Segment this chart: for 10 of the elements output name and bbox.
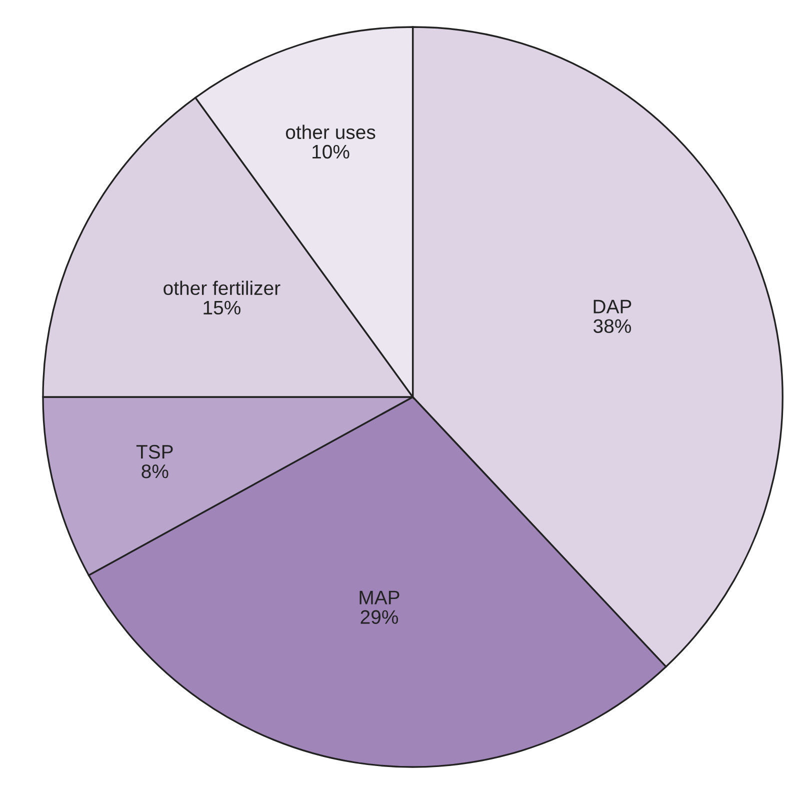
slice-label: DAP [594, 300, 632, 314]
data-label: 8% [142, 464, 168, 478]
data-label: 29% [360, 610, 398, 624]
slice-label: other uses [286, 124, 376, 140]
slice-label: MAP [360, 590, 400, 604]
data-label: 10% [312, 144, 350, 159]
slice-label: TSP [136, 444, 173, 459]
data-label: 15% [204, 300, 240, 315]
slice-label: other fertilizer [164, 280, 280, 296]
data-label: 38% [594, 319, 631, 333]
